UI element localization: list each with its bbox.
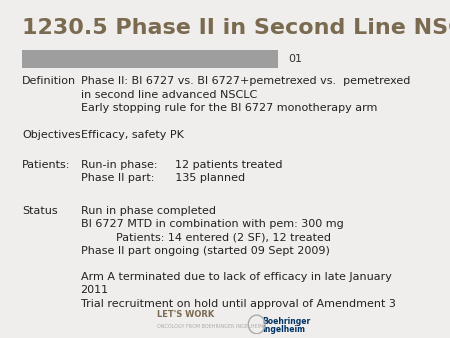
Text: Objectives: Objectives [22,129,81,140]
Text: Patients:: Patients: [22,160,71,170]
Text: Ingelheim: Ingelheim [263,325,306,334]
Text: ONCOLOGY FROM BOEHRINGER INGELHEIM: ONCOLOGY FROM BOEHRINGER INGELHEIM [157,324,263,330]
Text: 1230.5 Phase II in Second Line NSCLC: 1230.5 Phase II in Second Line NSCLC [22,18,450,38]
Text: Run-in phase:     12 patients treated
Phase II part:      135 planned: Run-in phase: 12 patients treated Phase … [81,160,282,183]
Text: Definition: Definition [22,76,76,86]
Text: Phase II: BI 6727 vs. BI 6727+pemetrexed vs.  pemetrexed
in second line advanced: Phase II: BI 6727 vs. BI 6727+pemetrexed… [81,76,410,113]
Text: Status: Status [22,206,58,216]
Text: LET'S WORK: LET'S WORK [157,310,214,319]
Text: Boehringer: Boehringer [263,317,311,325]
FancyBboxPatch shape [22,50,278,68]
Text: Efficacy, safety PK: Efficacy, safety PK [81,129,184,140]
Text: 01: 01 [288,54,302,64]
Text: Run in phase completed
BI 6727 MTD in combination with pem: 300 mg
          Pat: Run in phase completed BI 6727 MTD in co… [81,206,396,309]
